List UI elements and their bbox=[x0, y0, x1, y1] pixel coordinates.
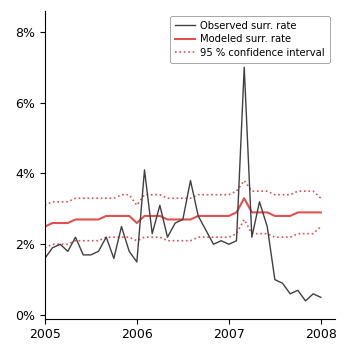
Legend: Observed surr. rate, Modeled surr. rate, 95 % confidence interval: Observed surr. rate, Modeled surr. rate,… bbox=[170, 16, 330, 63]
